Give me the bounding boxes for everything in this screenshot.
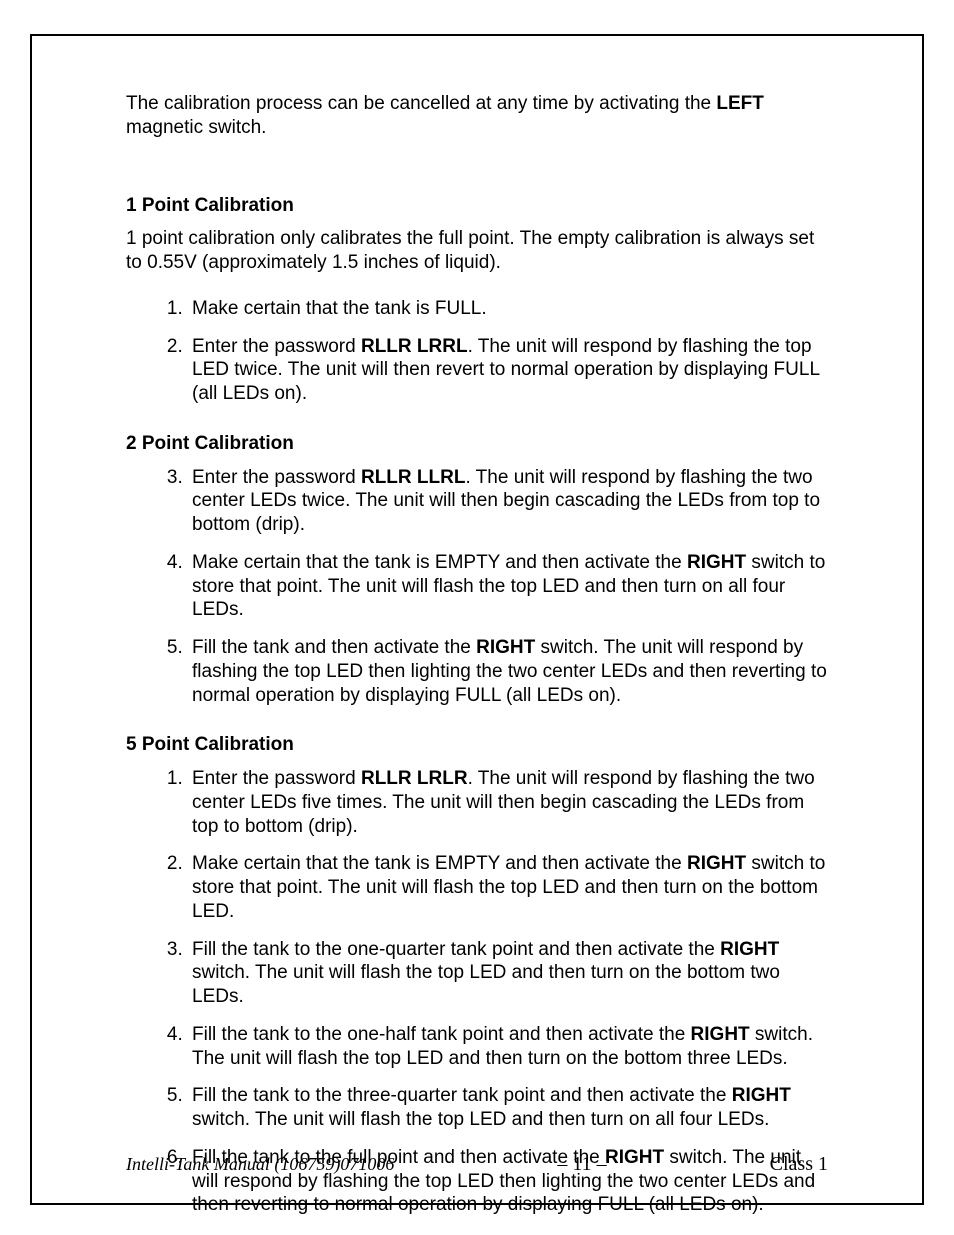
list-item-text: Fill the tank to the three-quarter tank … <box>192 1085 732 1106</box>
intro-text-1: The calibration process can be cancelled… <box>126 93 716 114</box>
list-item-text: Make certain that the tank is FULL. <box>192 298 487 319</box>
list-item: Enter the password RLLR LRLR. The unit w… <box>188 767 828 838</box>
list-item-text: switch. The unit will flash the top LED … <box>192 962 780 1007</box>
list-item-bold: RIGHT <box>732 1085 791 1106</box>
intro-text-2: magnetic switch. <box>126 117 266 138</box>
list-item-bold: RLLR LRLR <box>361 768 468 789</box>
page-frame: The calibration process can be cancelled… <box>30 34 924 1205</box>
list-item: Make certain that the tank is EMPTY and … <box>188 551 828 622</box>
list-item: Fill the tank and then activate the RIGH… <box>188 636 828 707</box>
list-item-text: Enter the password <box>192 467 361 488</box>
list-item-bold: RIGHT <box>720 939 779 960</box>
list-item: Fill the tank to the one-half tank point… <box>188 1023 828 1071</box>
list-item: Fill the tank to the three-quarter tank … <box>188 1084 828 1132</box>
footer-right: Class 1 <box>770 1152 828 1177</box>
section-2-heading: 2 Point Calibration <box>126 432 828 456</box>
list-item-bold: RIGHT <box>476 637 535 658</box>
list-item-bold: RIGHT <box>687 552 746 573</box>
list-item: Make certain that the tank is FULL. <box>188 297 828 321</box>
list-item: Enter the password RLLR LLRL. The unit w… <box>188 466 828 537</box>
list-item-bold: RIGHT <box>691 1024 750 1045</box>
list-item-bold: RIGHT <box>687 853 746 874</box>
list-item-text: Make certain that the tank is EMPTY and … <box>192 853 687 874</box>
footer-left: Intelli-Tank Manual (106759)071006 <box>126 1153 394 1176</box>
list-item-text: Enter the password <box>192 768 361 789</box>
intro-bold: LEFT <box>716 93 764 114</box>
section-1-list: Make certain that the tank is FULL. Ente… <box>126 297 828 406</box>
intro-paragraph: The calibration process can be cancelled… <box>126 92 828 140</box>
list-item-text: Fill the tank to the one-half tank point… <box>192 1024 691 1045</box>
section-3-list: Enter the password RLLR LRLR. The unit w… <box>126 767 828 1217</box>
list-item-text: Make certain that the tank is EMPTY and … <box>192 552 687 573</box>
list-item-text: Enter the password <box>192 336 361 357</box>
list-item-text: Fill the tank and then activate the <box>192 637 476 658</box>
list-item-bold: RLLR LRRL <box>361 336 468 357</box>
list-item: Fill the tank to the one-quarter tank po… <box>188 938 828 1009</box>
footer-page-number: – 11 – <box>557 1152 606 1177</box>
page-footer: Intelli-Tank Manual (106759)071006 – 11 … <box>126 1152 828 1177</box>
page: The calibration process can be cancelled… <box>0 0 954 1235</box>
list-item-text: Fill the tank to the one-quarter tank po… <box>192 939 720 960</box>
section-2-list: Enter the password RLLR LLRL. The unit w… <box>126 466 828 708</box>
section-1-paragraph: 1 point calibration only calibrates the … <box>126 227 828 275</box>
list-item: Enter the password RLLR LRRL. The unit w… <box>188 335 828 406</box>
section-1-heading: 1 Point Calibration <box>126 194 828 218</box>
list-item-bold: RLLR LLRL <box>361 467 465 488</box>
section-3-heading: 5 Point Calibration <box>126 733 828 757</box>
list-item-text: switch. The unit will flash the top LED … <box>192 1109 769 1130</box>
list-item: Make certain that the tank is EMPTY and … <box>188 852 828 923</box>
